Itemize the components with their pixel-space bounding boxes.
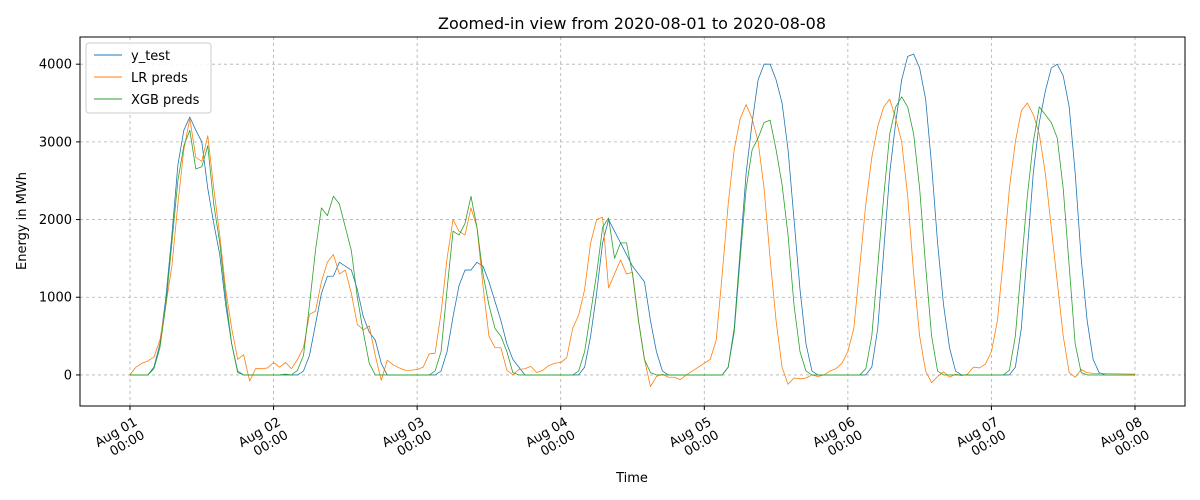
- y-tick-label: 2000: [39, 213, 72, 228]
- y-axis-label: Energy in MWh: [15, 172, 30, 270]
- grid-lines: [80, 37, 1185, 406]
- legend-label: XGB preds: [131, 93, 200, 108]
- y-tick-label: 3000: [39, 135, 72, 150]
- plot-frame: [79, 36, 1186, 407]
- y-axis-ticks: 0 1000 2000 3000 4000: [39, 58, 80, 383]
- chart-title: Zoomed-in view from 2020-08-01 to 2020-0…: [438, 14, 826, 33]
- series-line-xgb-preds: [130, 96, 1135, 376]
- x-axis-label: Time: [615, 471, 648, 486]
- y-tick-label: 4000: [39, 58, 72, 73]
- y-tick-label: 0: [64, 368, 72, 383]
- legend-box: [85, 42, 212, 114]
- y-tick-label: 1000: [39, 291, 72, 306]
- legend: y_test LR preds XGB preds: [85, 42, 212, 114]
- legend-label: LR preds: [131, 71, 188, 86]
- series-lines: [129, 53, 1136, 387]
- series-line-lr-preds: [129, 98, 1136, 387]
- legend-label: y_test: [131, 49, 170, 64]
